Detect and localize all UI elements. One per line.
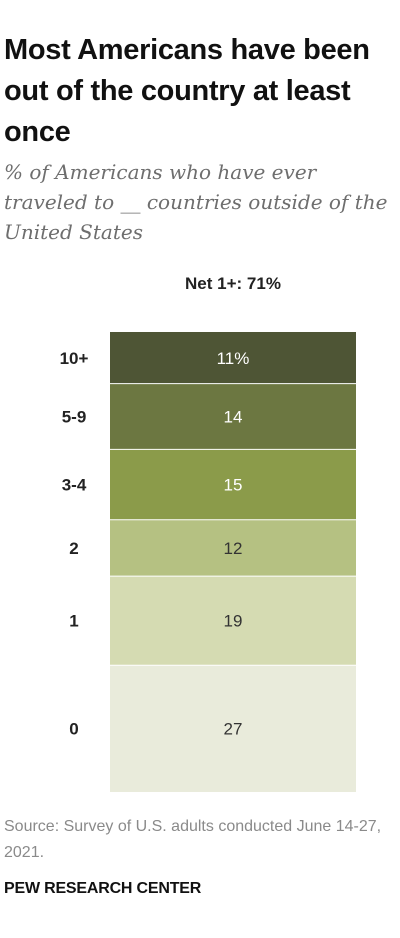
value-label-3-4: 15 [224,476,243,495]
category-label-0: 0 [69,720,78,739]
bar-segment-5-9 [110,383,356,450]
bar-segment-0 [110,665,356,792]
bar-segment-3-4 [110,449,356,520]
value-label-2: 12 [224,539,243,558]
chart-title: Most Americans have been out of the coun… [4,34,370,148]
value-label-0: 27 [224,720,243,739]
bar-segment-2 [110,519,356,577]
chart-subtitle: % of Americans who have ever traveled to… [4,160,388,244]
category-label-1: 1 [69,612,78,631]
value-label-1: 19 [224,612,243,631]
net-annotation: Net 1+: 71% [185,274,281,293]
value-label-5-9: 14 [224,407,243,426]
category-label-5-9: 5-9 [62,407,87,426]
category-label-3-4: 3-4 [62,476,87,495]
category-label-10-plus: 10+ [60,349,89,368]
org-credit: PEW RESEARCH CENTER [4,880,202,897]
category-label-2: 2 [69,539,78,558]
bar-segment-1 [110,576,356,666]
bar-segment-10-plus [110,332,356,384]
source-note: Source: Survey of U.S. adults conducted … [4,818,382,861]
value-label-10-plus: 11% [217,349,250,368]
